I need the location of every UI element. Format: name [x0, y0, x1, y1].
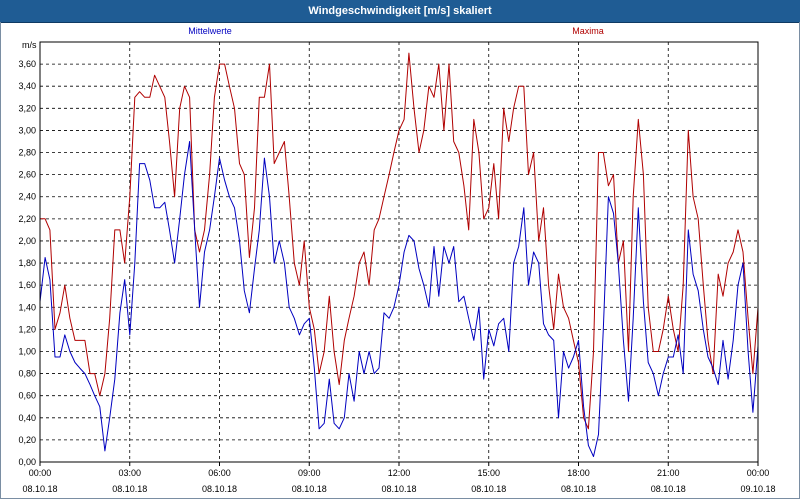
y-tick-label: 2,60	[18, 170, 36, 180]
y-axis-label: m/s	[22, 40, 37, 50]
y-tick-label: 1,40	[18, 302, 36, 312]
y-tick-label: 1,80	[18, 258, 36, 268]
x-tick-time: 03:00	[118, 468, 141, 478]
y-tick-label: 2,40	[18, 192, 36, 202]
y-tick-label: 0,40	[18, 413, 36, 423]
y-tick-label: 3,00	[18, 125, 36, 135]
legend-label-maxima: Maxima	[572, 26, 604, 36]
axis-layer: 0,00 0,20 0,40 0,60 0,80 1,00 1,20 1,40 1,60 1,80…	[18, 41, 776, 494]
y-tick-label: 0,00	[18, 457, 36, 467]
legend-label-mittelwerte: Mittelwerte	[188, 26, 232, 36]
y-tick-label: 2,20	[18, 214, 36, 224]
x-tick-date: 08.10.18	[651, 484, 686, 494]
series-line-maxima	[40, 52, 759, 430]
x-tick-time: 12:00	[388, 468, 411, 478]
x-tick-date: 08.10.18	[22, 484, 57, 494]
y-tick-label: 1,20	[18, 324, 36, 334]
y-tick-label: 3,60	[18, 59, 36, 69]
x-tick-date: 08.10.18	[202, 484, 237, 494]
chart-title: Windgeschwindigkeit [m/s] skaliert	[0, 0, 800, 23]
x-tick-date: 08.10.18	[561, 484, 596, 494]
x-tick-date: 09.10.18	[740, 484, 775, 494]
y-tick-label: 2,00	[18, 236, 36, 246]
y-tick-label: 0,20	[18, 435, 36, 445]
x-tick-date: 08.10.18	[381, 484, 416, 494]
x-tick-time: 21:00	[657, 468, 680, 478]
y-tick-label: 1,00	[18, 346, 36, 356]
y-tick-label: 1,60	[18, 280, 36, 290]
x-tick-time: 00:00	[29, 468, 52, 478]
y-tick-label: 0,80	[18, 369, 36, 379]
x-tick-time: 09:00	[298, 468, 321, 478]
y-tick-label: 3,20	[18, 103, 36, 113]
y-tick-label: 0,60	[18, 391, 36, 401]
x-tick-time: 15:00	[477, 468, 500, 478]
y-tick-label: 3,40	[18, 81, 36, 91]
x-tick-time: 00:00	[747, 468, 770, 478]
plot-border	[39, 41, 759, 463]
series-layer	[39, 52, 759, 457]
x-tick-date: 08.10.18	[471, 484, 506, 494]
grid-layer	[40, 42, 758, 463]
x-tick-time: 06:00	[208, 468, 231, 478]
x-tick-date: 08.10.18	[112, 484, 147, 494]
x-tick-date: 08.10.18	[292, 484, 327, 494]
series-line-mittelwerte	[39, 141, 759, 457]
y-tick-label: 2,80	[18, 148, 36, 158]
x-tick-time: 18:00	[567, 468, 590, 478]
